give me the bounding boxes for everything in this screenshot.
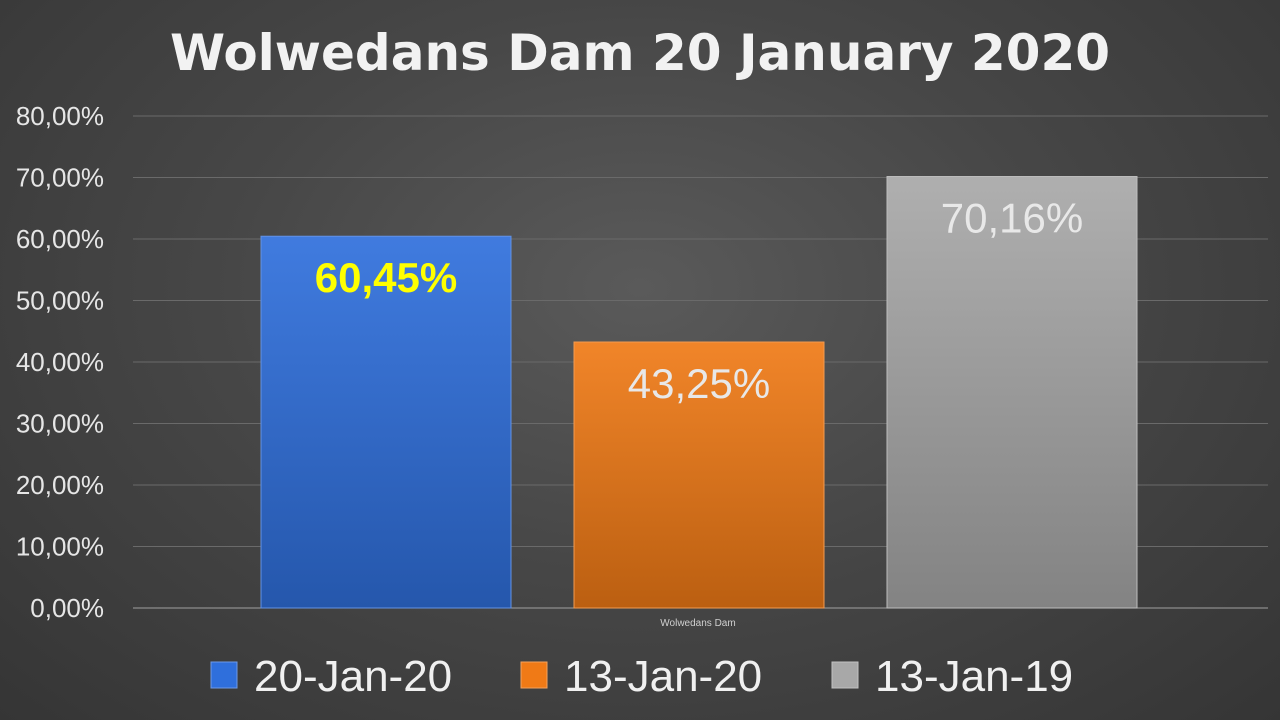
category-label: Wolwedans Dam	[660, 618, 735, 629]
legend-swatch	[520, 661, 548, 689]
y-axis-ticks: 0,00% 10,00% 20,00% 30,00% 40,00% 50,00% 60,00…	[16, 101, 104, 623]
legend-label: 13-Jan-19	[875, 652, 1073, 701]
legend-label: 13-Jan-20	[564, 652, 762, 701]
y-tick-label: 60,00%	[16, 224, 104, 254]
bars	[260, 176, 1138, 609]
y-tick-label: 0,00%	[30, 593, 104, 623]
y-tick-label: 30,00%	[16, 409, 104, 439]
legend-swatch	[831, 661, 859, 689]
chart-title: Wolwedans Dam 20 January 2020	[170, 24, 1110, 82]
data-label: 70,16%	[941, 195, 1083, 242]
legend-label: 20-Jan-20	[254, 652, 452, 701]
bar-20-jan-20	[260, 235, 512, 609]
y-tick-label: 80,00%	[16, 101, 104, 131]
data-labels: 60,45% 43,25% 70,16%	[315, 195, 1083, 407]
legend-swatch	[210, 661, 238, 689]
y-tick-label: 40,00%	[16, 347, 104, 377]
bar-13-jan-19	[886, 176, 1138, 609]
data-label: 43,25%	[628, 360, 770, 407]
y-tick-label: 20,00%	[16, 470, 104, 500]
y-tick-label: 70,00%	[16, 163, 104, 193]
y-tick-label: 10,00%	[16, 532, 104, 562]
data-label: 60,45%	[315, 254, 457, 301]
legend: 20-Jan-20 13-Jan-20 13-Jan-19	[210, 652, 1073, 701]
y-tick-label: 50,00%	[16, 286, 104, 316]
bar-13-jan-20	[573, 341, 825, 609]
